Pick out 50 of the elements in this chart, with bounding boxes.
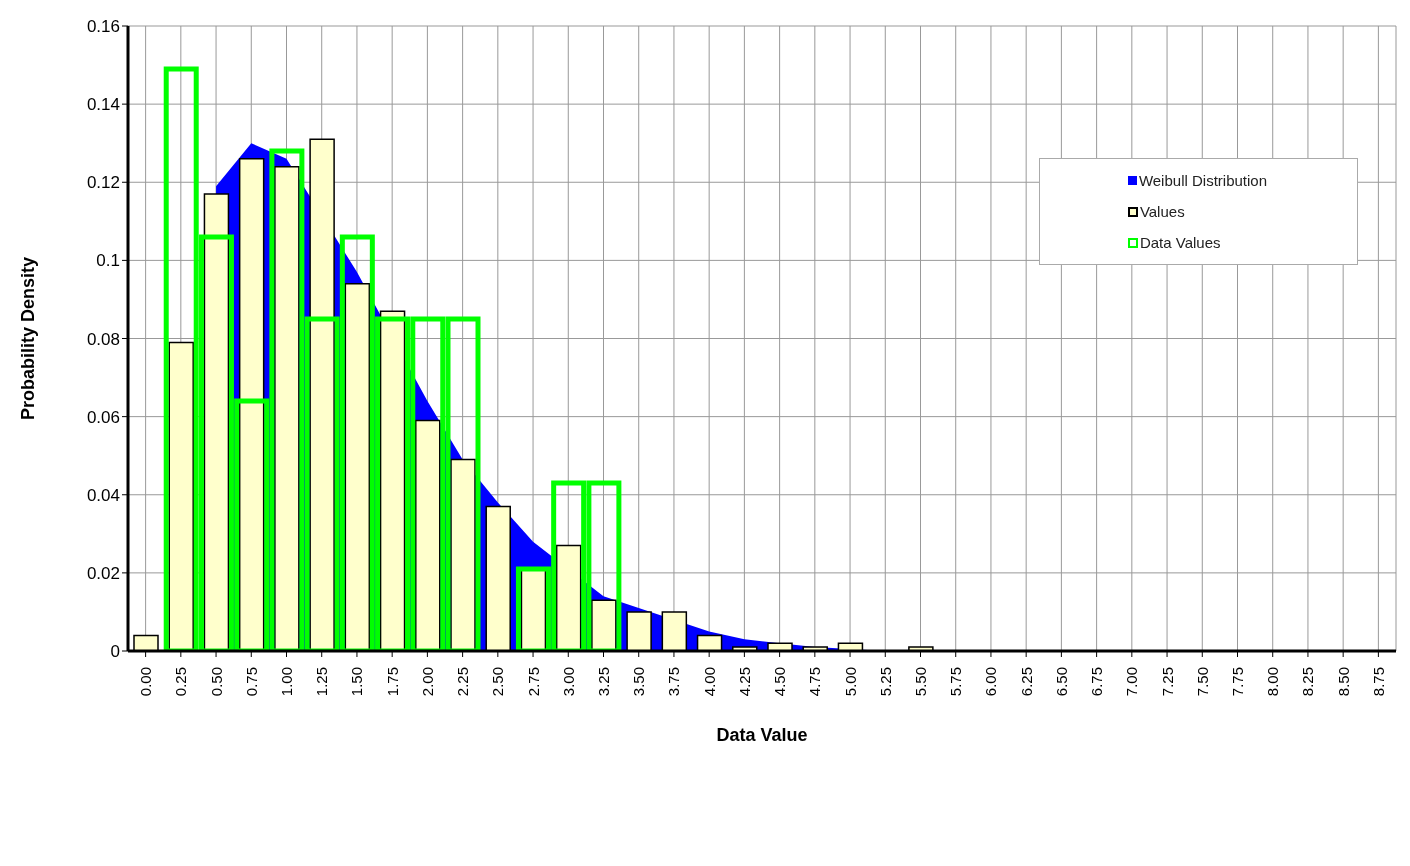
x-tick-label: 7.75 <box>1229 667 1246 697</box>
x-tick-label: 0.75 <box>242 667 260 697</box>
x-tick-label: 8.50 <box>1334 667 1352 697</box>
x-tick-label: 1.00 <box>278 667 295 697</box>
x-tick-label: 4.75 <box>806 667 824 697</box>
x-tick-label: 3.75 <box>665 667 683 697</box>
x-axis-title: Data Value <box>716 725 808 745</box>
x-tick-label: 5.75 <box>947 667 965 697</box>
x-tick-label: 7.00 <box>1123 667 1141 697</box>
x-tick-label: 6.50 <box>1052 667 1070 697</box>
x-tick-label: 1.50 <box>348 667 366 697</box>
x-tick-label: 3.50 <box>630 667 648 697</box>
y-tick-label: 0.1 <box>96 251 120 271</box>
x-tick-label: 5.50 <box>912 667 929 697</box>
x-tick-label: 5.00 <box>841 667 859 697</box>
x-tick-label: 4.50 <box>771 667 789 697</box>
x-tick-label: 3.00 <box>559 667 577 697</box>
x-tick-label: 2.00 <box>418 667 436 697</box>
x-tick-label: 2.50 <box>489 667 507 697</box>
y-tick-label: 0.06 <box>86 407 120 427</box>
x-tick-label: 8.75 <box>1369 667 1387 697</box>
x-tick-label: 8.00 <box>1264 667 1282 697</box>
x-tick-label: 7.25 <box>1158 667 1176 697</box>
x-tick-label: 1.25 <box>313 667 331 697</box>
x-tick-label: 4.00 <box>700 667 718 697</box>
y-axis-title: Probability Density <box>18 256 39 421</box>
x-tick-label: 4.25 <box>735 667 753 697</box>
x-tick-label: 0.50 <box>207 667 225 697</box>
x-tick-label: 6.25 <box>1017 667 1035 697</box>
x-tick-label: 2.75 <box>524 667 542 697</box>
x-tick-label: 3.25 <box>595 667 612 697</box>
x-tick-label: 5.25 <box>876 667 894 697</box>
y-tick-label: 0.16 <box>86 17 120 37</box>
legend-label: Values <box>1139 203 1185 220</box>
x-tick-label: 0.00 <box>137 667 155 697</box>
legend-label: Weibull Distribution <box>1138 172 1267 189</box>
y-tick-label: 0.02 <box>86 563 120 583</box>
y-tick-label: 0.04 <box>86 485 120 505</box>
legend-label: Data Values <box>1139 234 1221 251</box>
x-tick-label: 1.75 <box>383 667 401 697</box>
y-tick-label: 0.12 <box>86 173 120 193</box>
y-tick-label: 0 <box>110 642 120 662</box>
x-tick-label: 0.25 <box>172 667 190 697</box>
x-tick-label: 6.00 <box>982 667 1000 697</box>
x-tick-label: 8.25 <box>1299 667 1317 697</box>
x-tick-label: 2.25 <box>454 667 472 697</box>
y-tick-label: 0.08 <box>86 329 120 349</box>
y-tick-label: 0.14 <box>86 95 120 115</box>
x-tick-label: 7.50 <box>1193 667 1211 697</box>
x-tick-label: 6.75 <box>1088 667 1106 697</box>
